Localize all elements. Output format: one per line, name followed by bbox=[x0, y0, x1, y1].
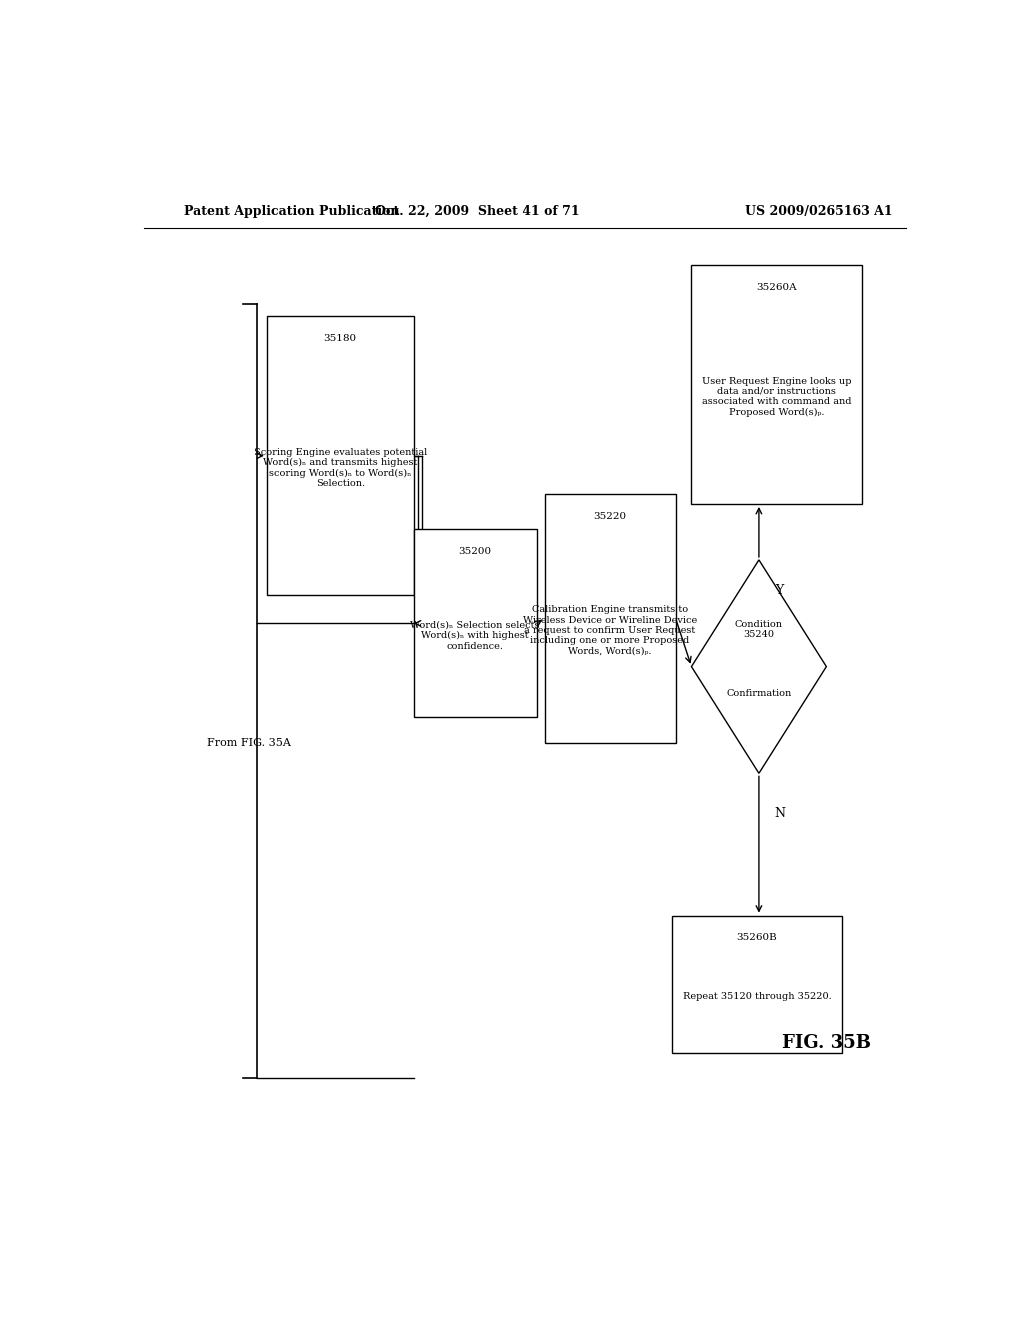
Bar bbox=[672, 916, 842, 1053]
Bar bbox=[691, 265, 862, 504]
Text: Condition
35240: Condition 35240 bbox=[735, 619, 783, 639]
Text: FIG. 35B: FIG. 35B bbox=[782, 1034, 870, 1052]
Text: Confirmation: Confirmation bbox=[726, 689, 792, 698]
Text: US 2009/0265163 A1: US 2009/0265163 A1 bbox=[744, 205, 892, 218]
Text: Patent Application Publication: Patent Application Publication bbox=[183, 205, 399, 218]
Text: N: N bbox=[775, 808, 785, 821]
Bar bbox=[545, 494, 676, 743]
Text: Scoring Engine evaluates potential
Word(s)ₙ and transmits highest
scoring Word(s: Scoring Engine evaluates potential Word(… bbox=[254, 447, 427, 488]
Text: User Request Engine looks up
data and/or instructions
associated with command an: User Request Engine looks up data and/or… bbox=[702, 376, 852, 417]
Text: 35260A: 35260A bbox=[757, 282, 797, 292]
Polygon shape bbox=[691, 560, 826, 774]
Text: Calibration Engine transmits to
Wireless Device or Wireline Device
a request to : Calibration Engine transmits to Wireless… bbox=[523, 605, 697, 656]
Text: 35220: 35220 bbox=[594, 512, 627, 520]
Text: 35200: 35200 bbox=[459, 548, 492, 556]
Text: Word(s)ₙ Selection selects
Word(s)ₙ with highest
confidence.: Word(s)ₙ Selection selects Word(s)ₙ with… bbox=[411, 620, 540, 651]
Text: Oct. 22, 2009  Sheet 41 of 71: Oct. 22, 2009 Sheet 41 of 71 bbox=[375, 205, 580, 218]
Text: Y: Y bbox=[775, 583, 783, 597]
Text: 35180: 35180 bbox=[324, 334, 356, 343]
Text: Repeat 35120 through 35220.: Repeat 35120 through 35220. bbox=[683, 991, 831, 1001]
Text: 35260B: 35260B bbox=[736, 933, 777, 942]
Bar bbox=[414, 529, 537, 718]
Bar bbox=[267, 315, 414, 595]
Text: From FIG. 35A: From FIG. 35A bbox=[207, 738, 291, 748]
